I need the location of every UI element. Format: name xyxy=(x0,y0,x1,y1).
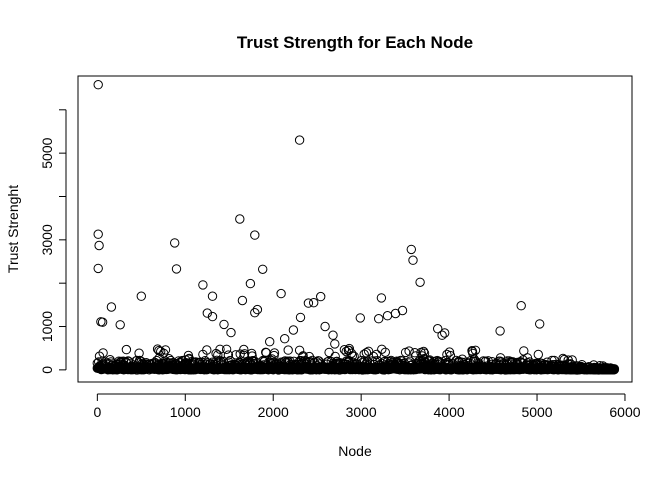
data-point xyxy=(247,351,257,361)
data-point xyxy=(106,302,117,312)
data-point xyxy=(283,345,293,355)
data-point xyxy=(198,280,208,290)
chart-title: Trust Strength for Each Node xyxy=(237,33,473,52)
data-point xyxy=(235,214,245,224)
data-point xyxy=(237,295,248,306)
data-point xyxy=(309,298,319,308)
data-point xyxy=(330,339,340,349)
data-point xyxy=(221,344,232,354)
data-point xyxy=(252,304,263,315)
data-point xyxy=(303,298,314,308)
y-tick-label: 0 xyxy=(39,366,55,374)
data-point xyxy=(377,344,387,354)
data-point xyxy=(115,320,125,330)
data-point xyxy=(380,347,390,357)
data-point xyxy=(93,263,103,274)
data-point xyxy=(154,345,164,356)
data-point xyxy=(535,319,545,329)
x-tick-label: 2000 xyxy=(258,404,289,420)
x-axis-label: Node xyxy=(338,443,372,459)
data-point xyxy=(294,135,305,145)
data-point xyxy=(94,351,105,361)
data-point xyxy=(444,347,455,357)
data-point xyxy=(93,229,103,239)
data-point xyxy=(320,321,330,332)
data-point xyxy=(440,328,450,338)
data-point xyxy=(250,230,260,240)
data-point xyxy=(265,337,275,347)
data-point xyxy=(418,346,429,357)
y-tick-label: 5000 xyxy=(39,137,55,168)
data-point xyxy=(533,349,543,360)
data-point xyxy=(258,264,268,274)
data-point xyxy=(330,351,340,362)
data-point xyxy=(495,326,505,336)
x-tick-label: 5000 xyxy=(521,404,552,420)
data-point xyxy=(171,264,182,274)
x-tick-label: 4000 xyxy=(434,404,465,420)
x-tick-label: 6000 xyxy=(609,404,640,420)
data-point xyxy=(219,319,229,330)
data-points xyxy=(92,80,620,375)
data-point xyxy=(226,327,236,338)
data-point xyxy=(415,277,425,287)
data-point xyxy=(437,330,447,340)
y-tick-label: 1000 xyxy=(39,311,55,342)
data-point xyxy=(408,255,418,265)
data-point xyxy=(295,312,306,323)
data-point xyxy=(390,308,401,319)
data-point xyxy=(239,344,249,355)
data-point xyxy=(470,345,481,355)
data-point xyxy=(404,346,414,356)
data-point xyxy=(316,291,326,302)
data-point xyxy=(371,349,382,360)
data-point xyxy=(363,346,374,356)
data-point xyxy=(433,324,443,334)
data-point xyxy=(280,334,290,344)
data-point xyxy=(406,244,416,255)
data-point xyxy=(324,347,334,358)
y-axis: 0 1000 3000 5000 xyxy=(39,109,67,374)
data-point xyxy=(215,344,225,354)
x-tick-label: 1000 xyxy=(170,404,201,420)
data-point xyxy=(136,291,147,301)
data-point xyxy=(170,238,180,248)
data-point xyxy=(294,345,305,355)
data-point xyxy=(288,325,299,335)
data-point xyxy=(245,278,256,289)
data-point xyxy=(250,308,260,318)
data-point xyxy=(609,364,620,374)
y-axis-label: Trust Strenght xyxy=(5,185,21,273)
y-tick-label: 3000 xyxy=(39,224,55,255)
data-point xyxy=(97,317,108,327)
data-point xyxy=(93,80,103,90)
data-point xyxy=(207,291,218,301)
data-point xyxy=(328,330,338,340)
plot-frame xyxy=(77,75,633,383)
x-axis: 0 1000 2000 3000 4000 5000 6000 xyxy=(93,393,641,420)
data-point xyxy=(376,293,387,303)
x-tick-label: 0 xyxy=(93,404,101,420)
data-point xyxy=(374,314,384,324)
data-point xyxy=(419,348,430,358)
data-point xyxy=(355,313,365,323)
data-point xyxy=(202,308,213,318)
data-point xyxy=(516,301,526,311)
data-point xyxy=(98,348,108,358)
data-point xyxy=(121,344,132,355)
data-point xyxy=(382,311,393,321)
data-point xyxy=(223,350,234,360)
data-point xyxy=(160,345,171,355)
data-point xyxy=(269,348,280,358)
data-point xyxy=(202,345,212,355)
data-point xyxy=(156,346,166,357)
data-point xyxy=(276,288,286,299)
data-point xyxy=(94,240,104,251)
data-point xyxy=(207,311,218,322)
x-tick-label: 3000 xyxy=(346,404,377,420)
